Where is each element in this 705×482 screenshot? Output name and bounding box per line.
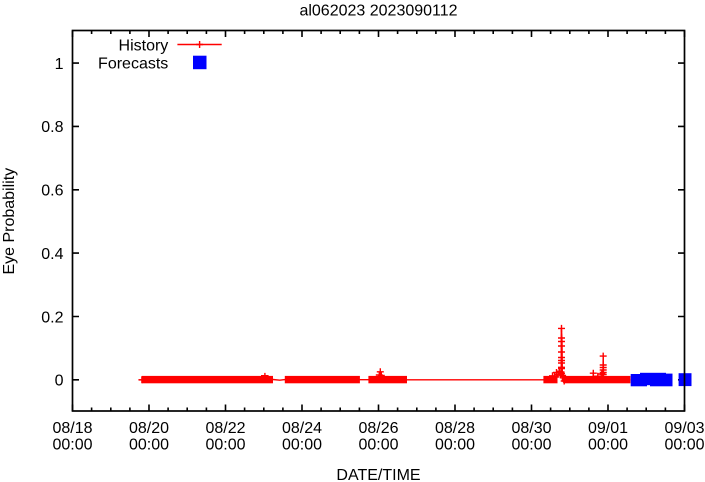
svg-text:00:00: 00:00: [52, 437, 92, 454]
svg-text:08/22: 08/22: [205, 420, 245, 437]
svg-text:00:00: 00:00: [129, 437, 169, 454]
svg-text:0.8: 0.8: [41, 119, 63, 136]
svg-text:1: 1: [55, 56, 64, 73]
svg-text:00:00: 00:00: [205, 437, 245, 454]
svg-text:00:00: 00:00: [511, 437, 551, 454]
svg-text:0.2: 0.2: [41, 309, 63, 326]
svg-text:08/24: 08/24: [282, 420, 322, 437]
svg-text:08/20: 08/20: [129, 420, 169, 437]
svg-text:08/18: 08/18: [52, 420, 92, 437]
svg-text:08/26: 08/26: [358, 420, 398, 437]
svg-text:Forecasts: Forecasts: [98, 55, 168, 72]
svg-text:0.6: 0.6: [41, 183, 63, 200]
svg-text:0.4: 0.4: [41, 246, 63, 263]
svg-text:DATE/TIME: DATE/TIME: [336, 467, 420, 482]
svg-text:al062023 2023090112: al062023 2023090112: [299, 3, 457, 20]
svg-text:09/01: 09/01: [588, 420, 628, 437]
svg-text:08/30: 08/30: [511, 420, 551, 437]
svg-text:00:00: 00:00: [588, 437, 628, 454]
svg-text:00:00: 00:00: [664, 437, 704, 454]
svg-text:00:00: 00:00: [435, 437, 475, 454]
svg-text:Eye Probability: Eye Probability: [1, 168, 18, 275]
svg-text:08/28: 08/28: [435, 420, 475, 437]
svg-text:00:00: 00:00: [282, 437, 322, 454]
svg-text:09/03: 09/03: [664, 420, 704, 437]
svg-text:00:00: 00:00: [358, 437, 398, 454]
svg-text:0: 0: [55, 373, 64, 390]
svg-text:History: History: [119, 37, 169, 54]
